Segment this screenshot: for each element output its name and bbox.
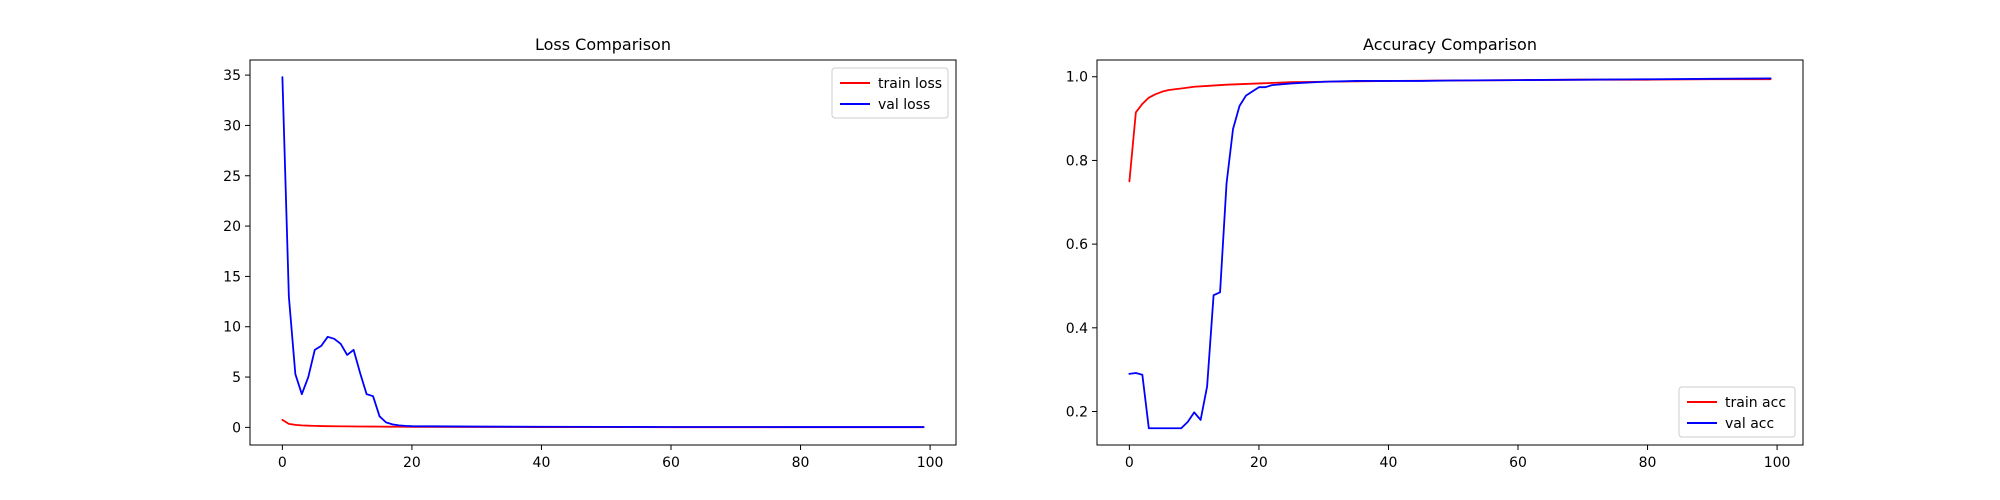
y-tick-label: 30	[223, 118, 241, 134]
x-tick-label: 60	[1509, 455, 1527, 471]
y-tick-label: 1.0	[1066, 70, 1088, 86]
x-tick-label: 80	[1639, 455, 1657, 471]
legend-label: train acc	[1725, 395, 1786, 411]
y-tick-label: 0.4	[1066, 321, 1088, 337]
legend-box	[831, 67, 949, 119]
x-tick-label: 20	[403, 455, 421, 471]
chart-2: Accuracy Comparison 0 20 40 60 80 100 0.2 0.4 0.6…	[1066, 35, 1804, 471]
y-tick-label: 0.8	[1066, 153, 1088, 169]
legend-label: val loss	[878, 97, 930, 113]
y-tick-label: 20	[223, 219, 241, 235]
legend: train loss val loss	[831, 67, 949, 119]
chart-title: Loss Comparison	[535, 35, 671, 54]
axes-frame	[249, 59, 957, 446]
x-tick-label: 40	[1380, 455, 1398, 471]
x-tick-label: 40	[533, 455, 551, 471]
y-tick-label: 5	[232, 370, 241, 386]
x-tick-label: 0	[1125, 455, 1134, 471]
series-line-val-acc	[1128, 77, 1772, 430]
y-tick-label: 25	[223, 169, 241, 185]
legend-label: train loss	[878, 76, 942, 92]
series-line-val-loss	[281, 76, 925, 428]
y-tick-label: 0.6	[1066, 237, 1088, 253]
x-tick-label: 60	[662, 455, 680, 471]
legend: train acc val acc	[1678, 386, 1796, 438]
y-tick-label: 0.2	[1066, 405, 1088, 421]
y-tick-label: 10	[223, 320, 241, 336]
x-tick-label: 20	[1250, 455, 1268, 471]
series-line-train-acc	[1128, 78, 1772, 183]
x-tick-label: 100	[1764, 455, 1791, 471]
y-tick-label: 0	[232, 420, 241, 436]
x-tick-label: 100	[917, 455, 944, 471]
legend-label: val acc	[1725, 416, 1774, 432]
x-tick-label: 80	[792, 455, 810, 471]
chart-title: Accuracy Comparison	[1363, 35, 1537, 54]
x-tick-label: 0	[278, 455, 287, 471]
legend-box	[1678, 386, 1796, 438]
y-tick-label: 15	[223, 269, 241, 285]
chart-1: Loss Comparison 0 20 40 60 80 100 0 5 10 15 20 25 30 3…	[223, 35, 957, 471]
y-tick-label: 35	[223, 68, 241, 84]
axes-frame	[1096, 59, 1804, 446]
